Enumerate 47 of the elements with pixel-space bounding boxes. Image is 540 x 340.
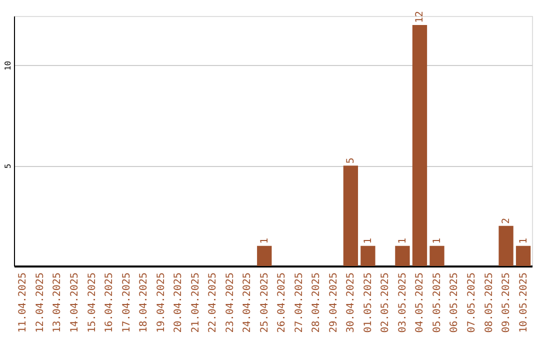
x-tick-label: 08.05.2025 bbox=[484, 272, 495, 333]
x-tick-label: 18.04.2025 bbox=[138, 272, 150, 333]
data-label: 5 bbox=[346, 158, 357, 164]
x-tick-label: 22.04.2025 bbox=[208, 272, 219, 333]
bar bbox=[360, 246, 376, 266]
x-tick-label: 06.05.2025 bbox=[449, 272, 460, 333]
x-tick-label: 03.05.2025 bbox=[397, 272, 408, 333]
data-label: 1 bbox=[518, 238, 530, 244]
data-label: 1 bbox=[362, 238, 374, 244]
x-tick-label: 10.05.2025 bbox=[518, 272, 530, 333]
bar bbox=[498, 226, 514, 266]
data-label: 1 bbox=[432, 238, 443, 244]
x-tick-label: 27.04.2025 bbox=[294, 272, 305, 333]
x-tick-label: 29.04.2025 bbox=[328, 272, 340, 333]
bar bbox=[395, 246, 410, 266]
x-tick-label: 01.05.2025 bbox=[362, 272, 374, 333]
bar bbox=[516, 246, 531, 266]
x-tick-label: 07.05.2025 bbox=[466, 272, 478, 333]
x-tick-label: 24.04.2025 bbox=[242, 272, 254, 333]
x-tick-label: 20.04.2025 bbox=[173, 272, 184, 333]
x-tick-label: 05.05.2025 bbox=[432, 272, 443, 333]
x-tick-label: 28.04.2025 bbox=[311, 272, 322, 333]
x-tick-label: 02.05.2025 bbox=[380, 272, 392, 333]
x-tick-label: 21.04.2025 bbox=[190, 272, 202, 333]
x-tick-label: 17.04.2025 bbox=[121, 272, 132, 333]
x-tick-label: 23.04.2025 bbox=[224, 272, 236, 333]
x-tick-label: 30.04.2025 bbox=[346, 272, 357, 333]
x-tick-label: 15.04.2025 bbox=[86, 272, 98, 333]
bar bbox=[343, 166, 358, 266]
bar bbox=[412, 25, 428, 266]
x-tick-label: 25.04.2025 bbox=[259, 272, 270, 333]
x-tick-label: 13.04.2025 bbox=[52, 272, 64, 333]
x-tick-label: 09.05.2025 bbox=[501, 272, 512, 333]
bar bbox=[430, 246, 444, 266]
data-label: 2 bbox=[501, 218, 512, 224]
x-tick-label: 12.04.2025 bbox=[34, 272, 46, 333]
y-tick-label: 10 bbox=[4, 60, 12, 71]
data-label: 1 bbox=[397, 238, 408, 244]
data-label: 1 bbox=[259, 238, 270, 244]
bar bbox=[257, 246, 272, 266]
x-tick-label: 26.04.2025 bbox=[276, 272, 288, 333]
x-tick-label: 14.04.2025 bbox=[70, 272, 80, 333]
x-tick-label: 16.04.2025 bbox=[104, 272, 116, 333]
x-tick-label: 11.04.2025 bbox=[18, 272, 29, 333]
data-label: 12 bbox=[414, 10, 426, 24]
x-tick-label: 19.04.2025 bbox=[156, 272, 167, 333]
x-tick-label: 04.05.2025 bbox=[414, 272, 426, 333]
